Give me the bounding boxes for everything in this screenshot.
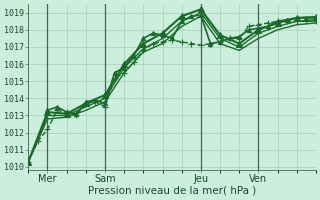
X-axis label: Pression niveau de la mer( hPa ): Pression niveau de la mer( hPa ) [88,186,256,196]
